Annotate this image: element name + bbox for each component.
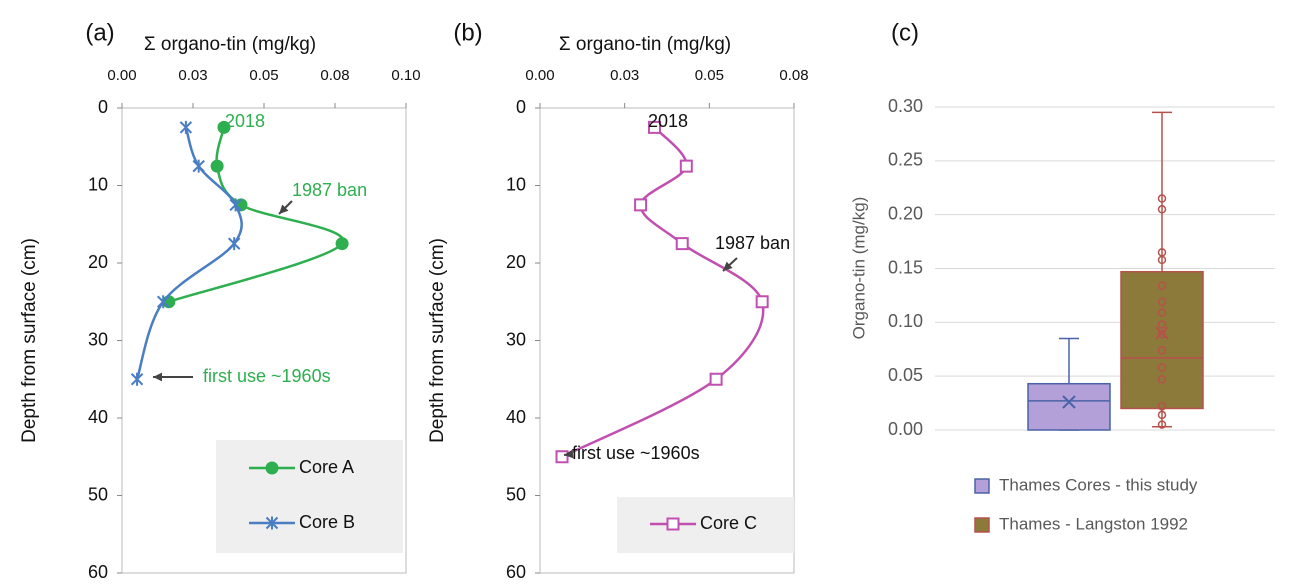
y-tick-label: 10 xyxy=(506,174,526,194)
series-line xyxy=(135,126,243,380)
y-tick-label: 40 xyxy=(506,407,526,427)
marker xyxy=(709,372,723,386)
x-tick-label: 0.00 xyxy=(525,67,554,84)
legend-box xyxy=(617,497,794,553)
x-tick-label: 0.08 xyxy=(779,67,808,84)
box xyxy=(1120,270,1204,410)
y-tick-label: 50 xyxy=(88,484,108,504)
data-point xyxy=(1157,410,1167,420)
y-tick-label: 0.15 xyxy=(888,257,923,277)
marker xyxy=(755,295,769,309)
marker xyxy=(227,237,241,251)
legend-swatch xyxy=(974,517,990,533)
y-tick-label: 10 xyxy=(88,174,108,194)
marker xyxy=(679,159,693,173)
x-tick-label: 0.03 xyxy=(178,67,207,84)
series-line xyxy=(561,126,765,458)
marker xyxy=(192,159,205,173)
y-tick-label: 0 xyxy=(516,97,526,117)
y-axis-label: Organo-tin (mg/kg) xyxy=(849,197,868,340)
annotation: 2018 xyxy=(648,111,688,131)
y-axis-label: Depth from surface (cm) xyxy=(427,238,448,443)
arrow-head xyxy=(153,372,163,382)
y-tick-label: 50 xyxy=(506,484,526,504)
legend-label: Thames Cores - this study xyxy=(999,475,1198,494)
data-point xyxy=(1157,420,1167,429)
annotation: 1987 ban xyxy=(715,233,790,253)
data-point xyxy=(1157,281,1167,290)
y-tick-label: 60 xyxy=(88,562,108,581)
y-tick-label: 0.25 xyxy=(888,150,923,170)
data-point xyxy=(1157,205,1167,214)
marker xyxy=(217,120,231,134)
y-tick-label: 30 xyxy=(88,329,108,349)
axis-title: Σ organo-tin (mg/kg) xyxy=(559,34,731,55)
x-tick-label: 0.05 xyxy=(695,67,724,84)
mean-marker xyxy=(1155,326,1169,340)
arrow-head xyxy=(723,261,733,271)
arrow-head xyxy=(279,204,289,214)
box xyxy=(1027,382,1111,431)
y-tick-label: 20 xyxy=(506,252,526,272)
legend-label: Core A xyxy=(299,457,354,477)
y-tick-label: 20 xyxy=(88,252,108,272)
axis-title: Σ organo-tin (mg/kg) xyxy=(144,34,316,55)
legend-box xyxy=(216,440,403,553)
data-point xyxy=(1157,346,1167,355)
x-tick-label: 0.00 xyxy=(107,67,136,84)
y-tick-label: 0.10 xyxy=(888,311,923,331)
marker xyxy=(634,198,648,212)
data-point xyxy=(1157,363,1167,372)
marker xyxy=(265,461,279,475)
arrow-head xyxy=(564,449,574,459)
marker xyxy=(335,237,349,251)
data-point xyxy=(1157,194,1167,203)
y-tick-label: 60 xyxy=(506,562,526,581)
marker xyxy=(210,159,224,173)
marker xyxy=(555,450,569,464)
marker xyxy=(675,237,689,251)
data-point xyxy=(1157,402,1167,411)
y-tick-label: 30 xyxy=(506,329,526,349)
y-tick-label: 0.20 xyxy=(888,203,923,223)
panel-label: (b) xyxy=(453,19,482,46)
y-tick-label: 0.00 xyxy=(888,419,923,439)
y-tick-label: 0 xyxy=(98,97,108,117)
legend-label: Core B xyxy=(299,512,355,532)
marker xyxy=(229,198,242,212)
marker xyxy=(666,517,680,531)
marker xyxy=(179,120,193,134)
data-point xyxy=(1157,375,1167,384)
x-tick-label: 0.03 xyxy=(610,67,639,84)
y-tick-label: 0.30 xyxy=(888,96,923,116)
series-line xyxy=(168,127,345,303)
data-point xyxy=(1157,308,1167,317)
annotation: first use ~1960s xyxy=(572,443,700,463)
annotation: 2018 xyxy=(225,111,265,131)
panel-label: (a) xyxy=(85,19,114,46)
panel-label: (c) xyxy=(891,19,919,46)
x-tick-label: 0.10 xyxy=(391,67,420,84)
data-point xyxy=(1157,255,1167,265)
y-tick-label: 40 xyxy=(88,407,108,427)
data-point xyxy=(1157,320,1167,329)
marker xyxy=(156,295,170,309)
annotation: 1987 ban xyxy=(292,180,367,200)
legend-label: Core C xyxy=(700,513,757,533)
x-tick-label: 0.08 xyxy=(320,67,349,84)
y-axis-label: Depth from surface (cm) xyxy=(19,238,40,443)
mean-marker xyxy=(1062,395,1076,409)
marker xyxy=(647,120,661,134)
annotation: first use ~1960s xyxy=(203,366,331,386)
legend-label: Thames - Langston 1992 xyxy=(999,514,1188,533)
legend-swatch xyxy=(974,478,990,494)
data-point xyxy=(1157,297,1167,307)
marker xyxy=(265,516,279,530)
y-tick-label: 0.05 xyxy=(888,365,923,385)
marker xyxy=(130,372,144,386)
x-tick-label: 0.05 xyxy=(249,67,278,84)
data-point xyxy=(1157,329,1167,339)
